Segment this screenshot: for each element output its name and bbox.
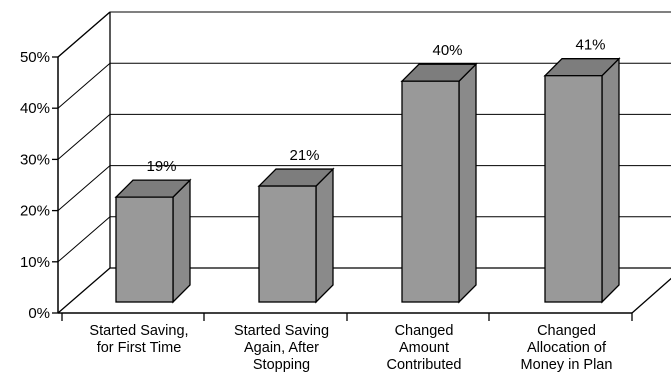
x-category-label: Stopping [253,357,310,373]
x-category-label: Amount [399,340,449,356]
bar-value-label: 41% [575,37,605,54]
gridline-side [57,114,111,160]
y-tick-label: 40% [20,100,50,117]
x-category-label: Again, After [244,340,319,356]
x-category-label: for First Time [97,340,182,356]
gridline-side [57,11,111,58]
bar [258,185,317,303]
x-category-label: Contributed [387,357,462,373]
bar-value-label: 19% [146,158,176,175]
bar [544,75,603,303]
bar-side [315,167,334,304]
y-tick-label: 20% [20,203,50,220]
x-category-label: Allocation of [527,340,607,356]
x-category-label: Changed [395,323,454,339]
x-category-label: Started Saving [234,323,329,339]
y-tick-label: 10% [20,254,50,271]
gridline-side [57,216,111,263]
x-category-label: Changed [537,323,596,339]
bar-side [172,178,191,304]
x-category-label: Started Saving, [89,323,188,339]
y-tick-label: 0% [28,305,50,322]
bar-value-label: 40% [432,42,462,59]
bar [401,80,460,303]
bar-side [458,62,477,304]
y-tick-label: 30% [20,151,50,168]
bar-side [601,57,620,304]
bar-value-label: 21% [289,147,319,164]
floor-right-edge [631,277,671,314]
floor-side-edge [57,267,111,314]
x-category-label: Money in Plan [521,357,613,373]
gridline-side [57,165,111,211]
gridline-side [57,62,111,109]
bar [115,196,174,303]
y-tick-label: 50% [20,49,50,66]
